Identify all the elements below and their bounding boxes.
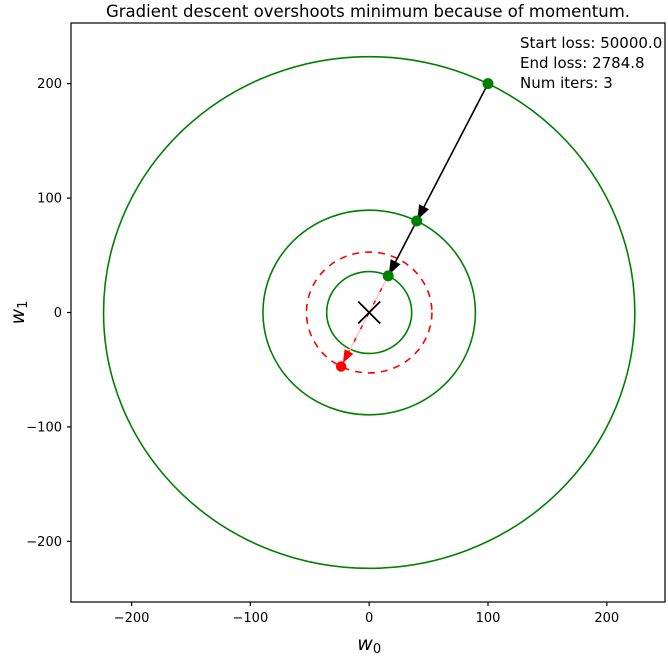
y-tick-label: 200 [37,77,62,92]
y-tick-label: −100 [26,420,62,435]
x-tick-label: −200 [114,611,150,626]
stat-num-iters: Num iters: 3 [520,74,613,92]
gd-step-arrowhead-1 [388,259,401,275]
overshoot-step-dashed-line [340,275,389,367]
iterate-point-2 [382,270,394,282]
y-tick-label: 100 [37,192,62,207]
minimum-x-marker [357,300,381,325]
end-loss-contour-ellipse [305,251,433,374]
loss-contour-ellipse-0 [102,55,636,570]
gd-step-arrow-line-0 [422,83,489,209]
stat-end-loss: End loss: 2784.8 [520,54,645,72]
loss-contour-ellipse-2 [325,270,413,355]
x-axis-label: w0 [357,633,381,657]
x-tick-label: 0 [365,611,373,626]
chart-title: Gradient descent overshoots minimum beca… [105,2,631,21]
y-tick-label: −200 [26,535,62,550]
iterate-point-1 [411,215,423,227]
x-tick-label: 100 [476,611,501,626]
stat-start-loss: Start loss: 50000.0 [520,34,663,52]
loss-contour-ellipse-1 [262,209,477,416]
x-tick-label: −100 [233,611,269,626]
y-axis-label: w1 [7,301,31,325]
gd-step-arrow-line-1 [393,220,418,264]
overshoot-end-point [335,361,347,372]
x-tick-label: 200 [594,611,619,626]
y-tick-label: 0 [54,306,62,321]
overshoot-arrowhead [342,349,354,363]
iterate-point-0 [482,78,494,90]
stats-annotation: Start loss: 50000.0 End loss: 2784.8 Num… [520,33,662,93]
gd-step-arrowhead-0 [417,204,429,221]
